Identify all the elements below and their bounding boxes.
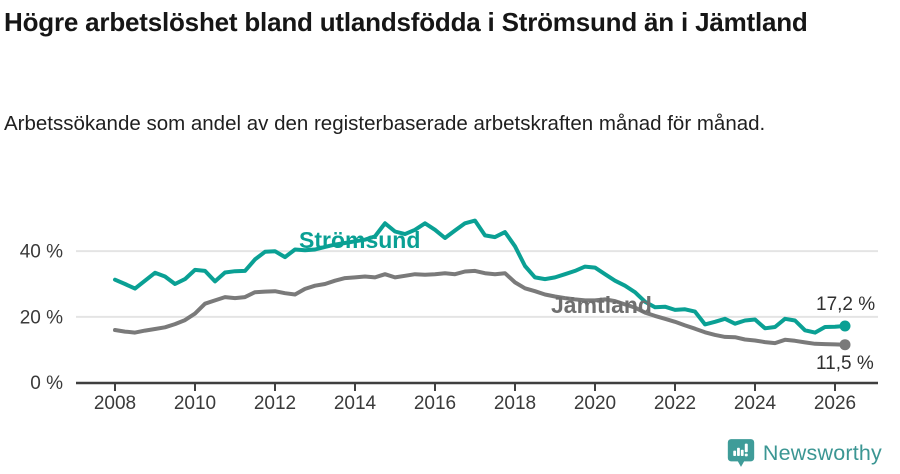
x-tick-label: 2008 [94, 393, 136, 414]
brand-wordmark: Newsworthy [762, 440, 882, 465]
x-tick-label: 2014 [334, 393, 377, 414]
x-tick-label: 2026 [814, 393, 856, 414]
x-tick-label: 2016 [414, 393, 456, 414]
x-tick-label: 2020 [574, 393, 616, 414]
newsworthy-logo-icon [727, 438, 755, 467]
x-tick-label: 2012 [254, 393, 296, 414]
end-value-label-stromsund: 17,2 % [816, 294, 876, 315]
y-tick-label: 0 % [30, 373, 63, 394]
x-tick-label: 2022 [654, 393, 696, 414]
y-tick-label: 40 % [20, 242, 63, 263]
x-tick-label: 2018 [494, 393, 536, 414]
chart-subtitle: Arbetssökande som andel av den registerb… [4, 112, 766, 135]
x-tick-label: 2010 [174, 393, 216, 414]
logo-bars-exclamation [733, 443, 748, 456]
series-end-dot-0 [839, 320, 851, 332]
page-title: Högre arbetslöshet bland utlandsfödda i … [4, 7, 808, 37]
series-label-stromsund: Strömsund [299, 227, 421, 253]
x-tick-label: 2024 [734, 393, 777, 414]
footer-brand: Newsworthy [727, 436, 882, 470]
series-line-1 [113, 268, 847, 347]
series-end-dot-1 [839, 339, 851, 351]
end-value-label-jamtland: 11,5 % [816, 353, 874, 374]
series-line-0 [113, 218, 847, 335]
y-tick-label: 20 % [20, 307, 63, 328]
series-label-jamtland: Jämtland [551, 292, 652, 318]
